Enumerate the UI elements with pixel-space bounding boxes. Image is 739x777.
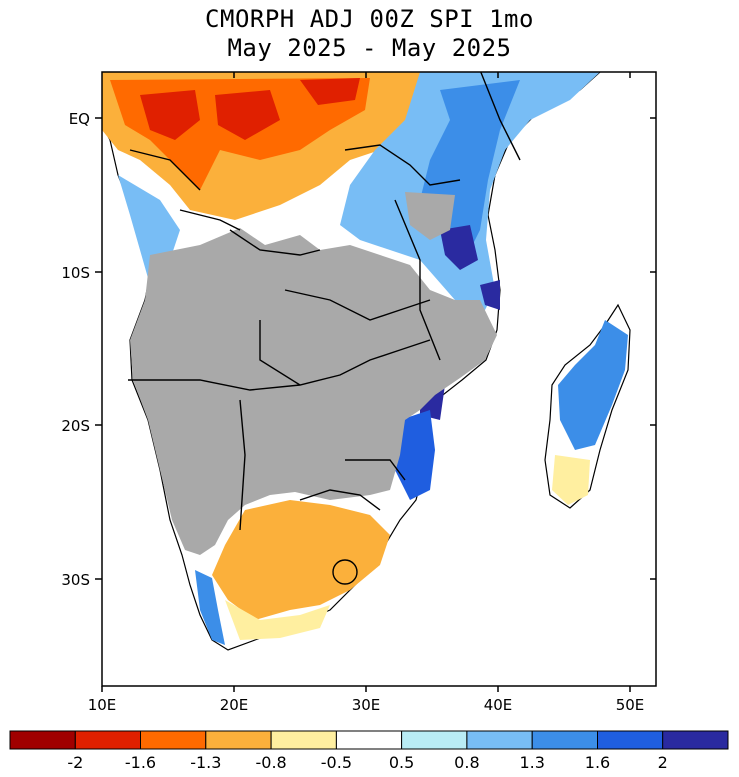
lesotho-outline [332, 559, 358, 585]
legend-label: -2 [67, 753, 83, 772]
wet-mozambique [395, 410, 435, 500]
legend-label: -1.3 [190, 753, 221, 772]
lon-axis [101, 72, 631, 692]
no-data-tanzania [405, 192, 455, 240]
legend-labels: -2 -1.6 -1.3 -0.8 -0.5 0.5 0.8 1.3 1.6 2 [67, 753, 667, 772]
legend-swatch [531, 730, 599, 750]
lat-label-eq: EQ [69, 110, 90, 128]
lon-label-10e: 10E [88, 696, 117, 714]
legend-label: -0.8 [255, 753, 286, 772]
legend-swatch [140, 730, 207, 750]
extreme-dry-spots [140, 78, 360, 140]
legend-swatch [9, 730, 76, 750]
legend-swatch [401, 730, 468, 750]
legend-boxes [9, 730, 729, 750]
legend-label: 1.6 [585, 753, 610, 772]
legend-swatch [662, 730, 729, 750]
legend-label: 0.8 [454, 753, 479, 772]
map-title-line2: May 2025 - May 2025 [227, 34, 512, 62]
map-title-line1: CMORPH ADJ 00Z SPI 1mo [205, 5, 534, 33]
legend-swatch [597, 730, 664, 750]
lat-axis [95, 117, 656, 580]
legend-label: -0.5 [321, 753, 352, 772]
dry-zone-south [212, 500, 390, 620]
madagascar-dry-south [552, 455, 590, 505]
legend-label: -1.6 [125, 753, 156, 772]
lon-label-50e: 50E [616, 696, 645, 714]
lon-label-30e: 30E [352, 696, 381, 714]
legend-swatch [205, 730, 272, 750]
legend-label: 2 [658, 753, 668, 772]
legend-label: 1.3 [519, 753, 544, 772]
legend-swatch [466, 730, 533, 750]
light-dry-south [225, 600, 330, 640]
map-frame [101, 71, 657, 687]
no-data-region [130, 228, 497, 555]
legend-label: 0.5 [389, 753, 414, 772]
country-borders [128, 72, 521, 531]
lat-label-10s: 10S [61, 264, 90, 282]
lon-label-40e: 40E [484, 696, 513, 714]
madagascar-wet [558, 320, 628, 450]
wet-sw-coast [195, 570, 225, 645]
legend-swatch [270, 730, 337, 750]
legend-swatch [335, 730, 403, 750]
legend-swatch [74, 730, 142, 750]
lat-label-30s: 30S [61, 571, 90, 589]
lat-label-20s: 20S [61, 417, 90, 435]
lon-label-20e: 20E [220, 696, 249, 714]
